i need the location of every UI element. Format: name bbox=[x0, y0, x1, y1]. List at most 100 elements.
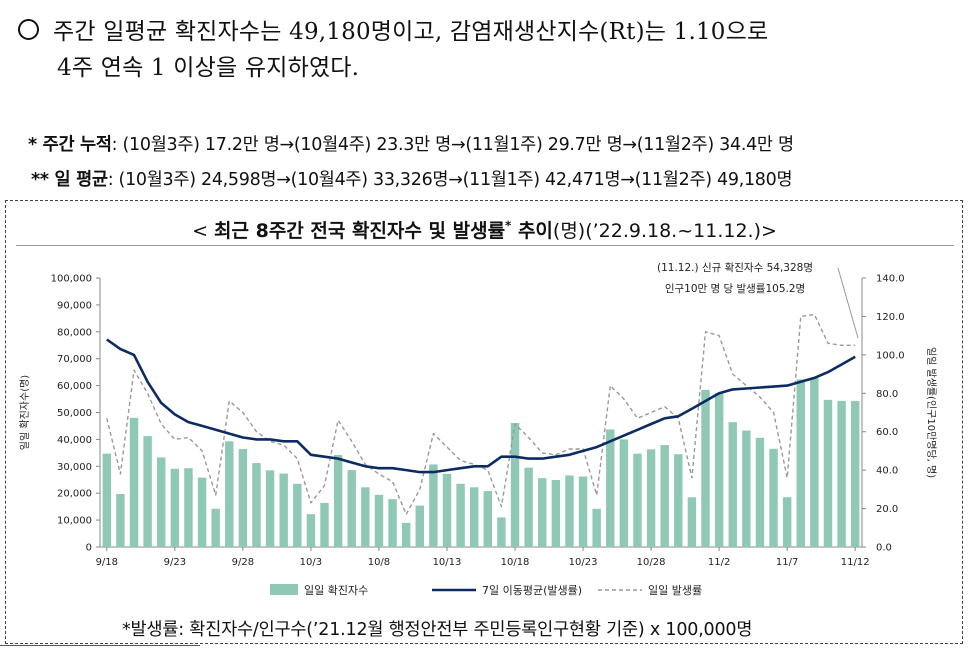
y-left-tick-label: 20,000 bbox=[57, 489, 92, 500]
bar-daily-cases bbox=[782, 497, 792, 547]
x-tick-label: 10/8 bbox=[368, 557, 390, 568]
footnote: *발생률: 확진자수/인구수(’21.12월 행정안전부 주민등록인구현황 기준… bbox=[122, 620, 753, 640]
x-tick-label: 9/18 bbox=[96, 557, 118, 568]
bar-daily-cases bbox=[538, 478, 547, 547]
bar-daily-cases bbox=[347, 470, 356, 547]
chart-title-bold: 최근 8주간 전국 확진자수 및 발생률 bbox=[214, 220, 506, 242]
y-right-tick-label: 120.0 bbox=[876, 312, 905, 323]
bar-daily-cases bbox=[456, 483, 465, 547]
bar-daily-cases bbox=[551, 480, 561, 547]
x-tick-label: 9/23 bbox=[164, 557, 186, 568]
x-tick-label: 9/28 bbox=[232, 557, 254, 568]
bar-daily-cases bbox=[116, 494, 125, 547]
bar-daily-cases bbox=[742, 430, 751, 547]
circle-bullet-icon bbox=[18, 19, 39, 40]
bar-daily-cases bbox=[197, 477, 207, 547]
x-tick-label: 10/3 bbox=[300, 557, 322, 568]
bar-daily-cases bbox=[469, 487, 479, 547]
bar-daily-cases bbox=[755, 437, 765, 547]
bar-daily-cases bbox=[361, 487, 370, 547]
y-left-tick-label: 0 bbox=[86, 543, 92, 554]
weekly-cumulative: * 주간 누적: (10월3주) 17.2만 명→(10월4주) 23.3만 명… bbox=[28, 131, 794, 156]
bar-daily-cases bbox=[238, 449, 248, 547]
bar-daily-cases bbox=[320, 502, 329, 547]
y-right-tick-label: 0.0 bbox=[876, 543, 892, 554]
bar-daily-cases bbox=[483, 491, 493, 547]
bar-daily-cases bbox=[660, 445, 669, 547]
annotation-line-1: (11.12.) 신규 확진자수 54,328명 bbox=[657, 261, 813, 274]
bar-daily-cases bbox=[674, 454, 683, 547]
bar-daily-cases bbox=[225, 441, 234, 547]
headline-line-1: 주간 일평균 확진자수는 49,180명이고, 감염재생산지수(Rt)는 1.1… bbox=[18, 14, 768, 50]
bottom-rule bbox=[0, 645, 200, 646]
line-7day-moving-average bbox=[106, 338, 856, 474]
bar-daily-cases bbox=[524, 467, 533, 547]
bar-daily-cases bbox=[143, 436, 152, 547]
bar-daily-cases bbox=[619, 439, 629, 547]
bar-daily-cases bbox=[170, 468, 180, 547]
daily-average-label: ** 일 평균 bbox=[31, 170, 108, 190]
x-tick-label: 11/12 bbox=[841, 557, 870, 568]
bar-daily-cases bbox=[578, 476, 588, 547]
chart-frame bbox=[5, 200, 963, 644]
bar-daily-cases bbox=[823, 399, 833, 547]
bar-daily-cases bbox=[184, 468, 193, 547]
x-tick-label: 11/7 bbox=[776, 557, 798, 568]
chart-title: < 최근 8주간 전국 확진자수 및 발생률* 추이(명)(’22.9.18.~… bbox=[0, 216, 969, 243]
y-right-tick-label: 60.0 bbox=[876, 427, 898, 438]
bar-daily-cases bbox=[606, 429, 615, 547]
y-right-tick-label: 40.0 bbox=[876, 466, 898, 477]
bar-daily-cases bbox=[714, 393, 724, 547]
bar-daily-cases bbox=[850, 400, 860, 547]
x-tick-label: 10/23 bbox=[569, 557, 598, 568]
bar-daily-cases bbox=[374, 494, 384, 547]
y-left-tick-label: 10,000 bbox=[57, 516, 92, 527]
bar-daily-cases bbox=[279, 473, 288, 547]
chart-title-rest: (명)(’22.9.18.~11.12.)> bbox=[552, 220, 777, 242]
bar-daily-cases bbox=[837, 400, 846, 547]
line-daily-incidence bbox=[106, 313, 856, 515]
y-left-tick-label: 60,000 bbox=[57, 381, 92, 392]
y-right-tick-label: 140.0 bbox=[876, 274, 905, 285]
bar-daily-cases bbox=[769, 448, 778, 547]
bar-daily-cases bbox=[429, 464, 438, 547]
bar-daily-cases bbox=[306, 514, 316, 547]
y-left-tick-label: 50,000 bbox=[57, 408, 92, 419]
x-tick-label: 10/28 bbox=[637, 557, 666, 568]
bar-daily-cases bbox=[415, 505, 424, 547]
y-left-tick-label: 70,000 bbox=[57, 354, 92, 365]
x-tick-label: 11/2 bbox=[708, 557, 730, 568]
y-left-tick-label: 40,000 bbox=[57, 435, 92, 446]
bar-daily-cases bbox=[388, 499, 397, 547]
bar-daily-cases bbox=[293, 483, 302, 547]
headline: 주간 일평균 확진자수는 49,180명이고, 감염재생산지수(Rt)는 1.1… bbox=[18, 14, 768, 86]
x-tick-label: 10/18 bbox=[501, 557, 530, 568]
bar-daily-cases bbox=[796, 379, 805, 547]
weekly-cumulative-text: : (10월3주) 17.2만 명→(10월4주) 23.3만 명→(11월1주… bbox=[111, 135, 794, 155]
y-right-tick-label: 80.0 bbox=[876, 389, 898, 400]
bar-daily-cases bbox=[401, 522, 411, 547]
annotation-line-2: 인구10만 명 당 발생률105.2명 bbox=[665, 283, 805, 295]
legend-label-bars: 일일 확진자수 bbox=[304, 583, 368, 597]
weekly-cumulative-label: * 주간 누적 bbox=[28, 135, 112, 155]
chart-title-bold-2: 추이 bbox=[511, 220, 553, 242]
bar-daily-cases bbox=[211, 508, 220, 547]
bar-daily-cases bbox=[510, 422, 520, 547]
legend-label-daily-incidence: 일일 발생률 bbox=[648, 583, 702, 597]
bar-daily-cases bbox=[157, 457, 166, 547]
y-right-axis-label: 일일 발생률(인구10만명당, 명) bbox=[925, 347, 937, 478]
bar-daily-cases bbox=[728, 422, 737, 547]
headline-text-1: 주간 일평균 확진자수는 49,180명이고, 감염재생산지수(Rt)는 1.1… bbox=[53, 19, 769, 45]
bar-daily-cases bbox=[633, 453, 642, 547]
bar-daily-cases bbox=[333, 455, 343, 547]
y-left-tick-label: 80,000 bbox=[57, 327, 92, 338]
bar-daily-cases bbox=[810, 378, 819, 547]
y-right-tick-label: 20.0 bbox=[876, 504, 898, 515]
bar-daily-cases bbox=[102, 453, 112, 547]
legend-swatch-bars bbox=[270, 584, 298, 595]
headline-line-2: 4주 연속 1 이상을 유지하였다. bbox=[57, 55, 360, 81]
x-tick-label: 10/13 bbox=[433, 557, 462, 568]
chart-title-prefix: < bbox=[192, 220, 215, 242]
bar-daily-cases bbox=[646, 449, 656, 547]
